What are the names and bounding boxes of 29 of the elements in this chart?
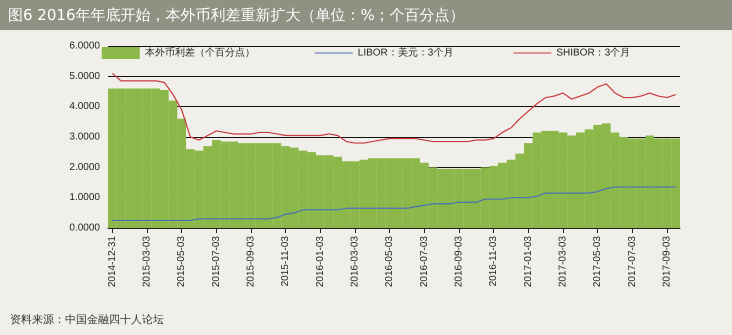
chart-title: 图6 2016年年底开始，本外币利差重新扩大（单位：%；个百分点） — [0, 0, 732, 30]
legend-label: LIBOR：美元：3个月 — [358, 46, 454, 58]
x-tick-label: 2015-03-03 — [142, 236, 152, 288]
x-tick-label: 2014-12-31 — [106, 236, 118, 288]
x-tick-label: 2017-03-03 — [558, 236, 568, 288]
x-tick-label: 2015-11-03 — [280, 236, 292, 286]
y-tick-label: 5.0000 — [69, 70, 100, 82]
x-tick-label: 2016-01-03 — [314, 236, 326, 288]
x-tick-label: 2017-05-03 — [592, 236, 604, 288]
y-tick-label: 3.0000 — [69, 132, 100, 142]
x-tick-label: 2016-11-03 — [488, 236, 500, 286]
y-tick-label: 4.0000 — [69, 101, 100, 112]
x-tick-label: 2016-03-03 — [350, 236, 360, 288]
x-tick-label: 2016-07-03 — [418, 236, 430, 288]
y-tick-label: 6.0000 — [69, 40, 100, 52]
x-tick-label: 2015-09-03 — [246, 236, 256, 288]
y-tick-label: 2.0000 — [69, 162, 100, 173]
y-tick-label: 0.0000 — [69, 222, 100, 234]
x-tick-label: 2017-07-03 — [626, 236, 638, 288]
x-tick-label: 2017-09-03 — [662, 236, 672, 288]
y-tick-label: 1.0000 — [69, 192, 100, 204]
x-tick-label: 2015-07-03 — [210, 236, 222, 288]
x-tick-label: 2015-05-03 — [176, 236, 188, 288]
x-tick-label: 2016-09-03 — [454, 236, 464, 288]
text: 资料来源：中国金融四十人论坛 — [10, 312, 164, 327]
x-tick-label: 2017-01-03 — [522, 236, 534, 288]
legend-label: SHIBOR：3个月 — [556, 46, 630, 58]
x-tick-label: 2016-05-03 — [384, 236, 396, 288]
legend-label: 本外币利差（个百分点） — [144, 46, 255, 58]
